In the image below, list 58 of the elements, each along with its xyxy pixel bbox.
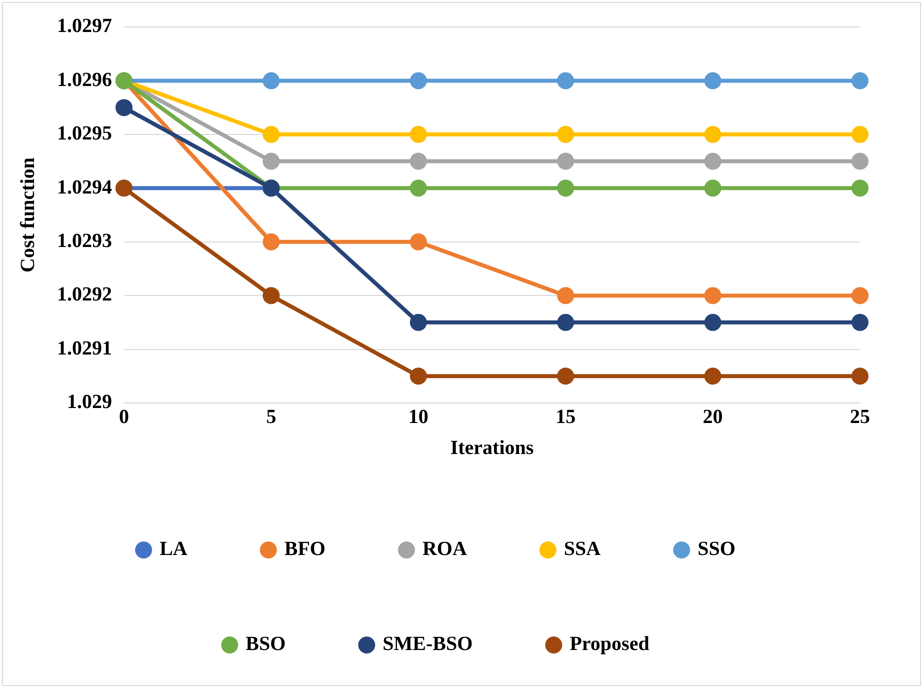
point bbox=[557, 368, 574, 385]
point bbox=[262, 152, 280, 170]
y-tick-label: 1.0297 bbox=[57, 15, 112, 38]
legend-label: SSA bbox=[564, 538, 602, 560]
x-tick-label: 10 bbox=[408, 406, 428, 428]
y-tick-label: 1.0294 bbox=[57, 176, 112, 198]
point bbox=[262, 72, 280, 90]
point bbox=[557, 152, 574, 170]
point bbox=[852, 287, 868, 304]
point bbox=[704, 180, 722, 197]
point bbox=[704, 126, 722, 143]
point bbox=[852, 72, 868, 90]
point bbox=[262, 233, 280, 250]
point bbox=[852, 152, 868, 170]
point bbox=[116, 99, 132, 116]
point bbox=[704, 314, 722, 331]
y-tick-label: 1.029 bbox=[67, 391, 112, 414]
y-tick-label: 1.0293 bbox=[57, 230, 112, 252]
x-tick-label: 0 bbox=[119, 406, 129, 428]
point bbox=[557, 180, 574, 197]
point bbox=[410, 152, 427, 170]
point bbox=[704, 72, 722, 90]
point bbox=[410, 180, 427, 197]
point bbox=[852, 180, 868, 197]
point bbox=[410, 368, 427, 385]
y-tick-label: 1.0295 bbox=[57, 122, 112, 145]
point bbox=[410, 72, 427, 90]
legend-label: BFO bbox=[284, 538, 326, 560]
legend-label: ROA bbox=[422, 538, 468, 560]
y-tick-label: 1.0291 bbox=[57, 337, 112, 360]
point bbox=[410, 233, 427, 250]
point bbox=[852, 126, 868, 143]
point bbox=[852, 368, 868, 385]
legend-label: BSO bbox=[246, 633, 286, 656]
point bbox=[704, 368, 722, 385]
y-tick-label: 1.0296 bbox=[57, 68, 112, 91]
point bbox=[410, 126, 427, 143]
legend-label: LA bbox=[160, 538, 188, 560]
point bbox=[262, 287, 280, 304]
point bbox=[262, 126, 280, 143]
point bbox=[704, 287, 722, 304]
y-axis-title: Cost function bbox=[17, 157, 40, 273]
point bbox=[557, 72, 574, 90]
x-tick-label: 5 bbox=[266, 406, 276, 428]
x-tick-label: 15 bbox=[556, 406, 576, 428]
x-tick-label: 20 bbox=[702, 406, 723, 428]
point bbox=[704, 152, 722, 170]
legend-label: SME-BSO bbox=[382, 633, 473, 656]
point bbox=[852, 314, 868, 331]
x-tick-label: 25 bbox=[850, 406, 870, 428]
point bbox=[557, 126, 574, 143]
point bbox=[410, 314, 427, 331]
point bbox=[557, 314, 574, 331]
legend-label: Proposed bbox=[570, 633, 650, 656]
x-axis-title: Iterations bbox=[450, 437, 534, 460]
y-tick-label: 1.0292 bbox=[57, 284, 112, 306]
point bbox=[557, 287, 574, 304]
legend-label: SSO bbox=[698, 538, 736, 560]
